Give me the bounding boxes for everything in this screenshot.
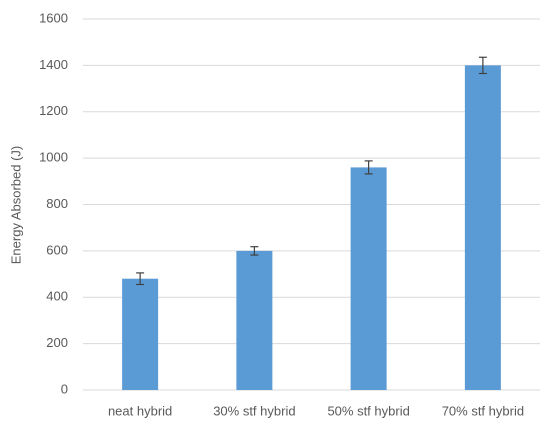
y-axis-title: Energy Absorbed (J) xyxy=(8,146,23,265)
x-tick-label: 30% stf hybrid xyxy=(213,403,295,418)
x-tick-label: 70% stf hybrid xyxy=(442,403,524,418)
x-tick-label: 50% stf hybrid xyxy=(327,403,409,418)
error-bar xyxy=(478,56,487,75)
bar xyxy=(236,250,273,390)
error-bar xyxy=(250,246,259,256)
y-tick-label: 1000 xyxy=(39,150,68,165)
bar xyxy=(350,167,387,390)
x-tick-label: neat hybrid xyxy=(108,403,172,418)
y-tick-label: 800 xyxy=(46,196,68,211)
y-tick-label: 1200 xyxy=(39,103,68,118)
error-bar xyxy=(136,272,145,286)
y-tick-label: 200 xyxy=(46,335,68,350)
error-bar xyxy=(364,160,373,175)
y-tick-label: 1600 xyxy=(39,10,68,25)
y-tick-label: 400 xyxy=(46,289,68,304)
y-tick-label: 0 xyxy=(61,381,68,396)
bar xyxy=(122,278,159,390)
y-tick-label: 1400 xyxy=(39,57,68,72)
y-tick-label: 600 xyxy=(46,242,68,257)
bar xyxy=(464,65,501,390)
